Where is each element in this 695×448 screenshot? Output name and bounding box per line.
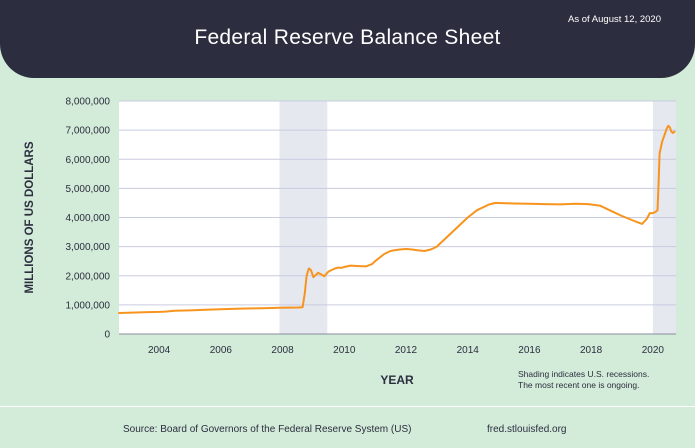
as-of-date: As of August 12, 2020 <box>568 14 661 25</box>
y-tick-label: 3,000,000 <box>66 242 111 253</box>
x-tick-label: 2016 <box>518 345 541 356</box>
x-tick-label: 2006 <box>210 345 233 356</box>
x-tick-label: 2008 <box>271 345 294 356</box>
source-text: Source: Board of Governors of the Federa… <box>123 424 412 435</box>
header-bar: Federal Reserve Balance Sheet As of Augu… <box>0 0 695 78</box>
y-tick-label: 1,000,000 <box>66 300 111 311</box>
y-tick-label: 4,000,000 <box>66 213 111 224</box>
y-tick-label: 2,000,000 <box>66 271 111 282</box>
y-tick-label: 7,000,000 <box>66 126 111 137</box>
x-tick-label: 2004 <box>148 345 171 356</box>
footer: Source: Board of Governors of the Federa… <box>0 406 695 448</box>
y-tick-label: 6,000,000 <box>66 155 111 166</box>
x-tick-label: 2020 <box>642 345 665 356</box>
x-tick-label: 2012 <box>395 345 418 356</box>
chart-area: 0 1,000,000 2,000,000 3,000,000 4,000,000 5,0… <box>24 97 676 390</box>
y-tick-label: 8,000,000 <box>66 97 111 108</box>
y-tick-label: 5,000,000 <box>66 184 111 195</box>
y-axis-label: MILLIONS OF US DOLLARS <box>24 141 36 293</box>
x-tick-label: 2010 <box>333 345 356 356</box>
chart-title: Federal Reserve Balance Sheet <box>194 26 501 49</box>
x-tick-label: 2018 <box>580 345 603 356</box>
y-tick-label: 0 <box>104 330 110 341</box>
x-tick-label: 2014 <box>457 345 480 356</box>
recession-note: The most recent one is ongoing. <box>518 380 639 390</box>
x-axis-label: YEAR <box>380 373 414 387</box>
source-url[interactable]: fred.stlouisfed.org <box>487 424 567 435</box>
recession-note: Shading indicates U.S. recessions. <box>518 369 649 379</box>
series-line-0 <box>118 124 676 314</box>
